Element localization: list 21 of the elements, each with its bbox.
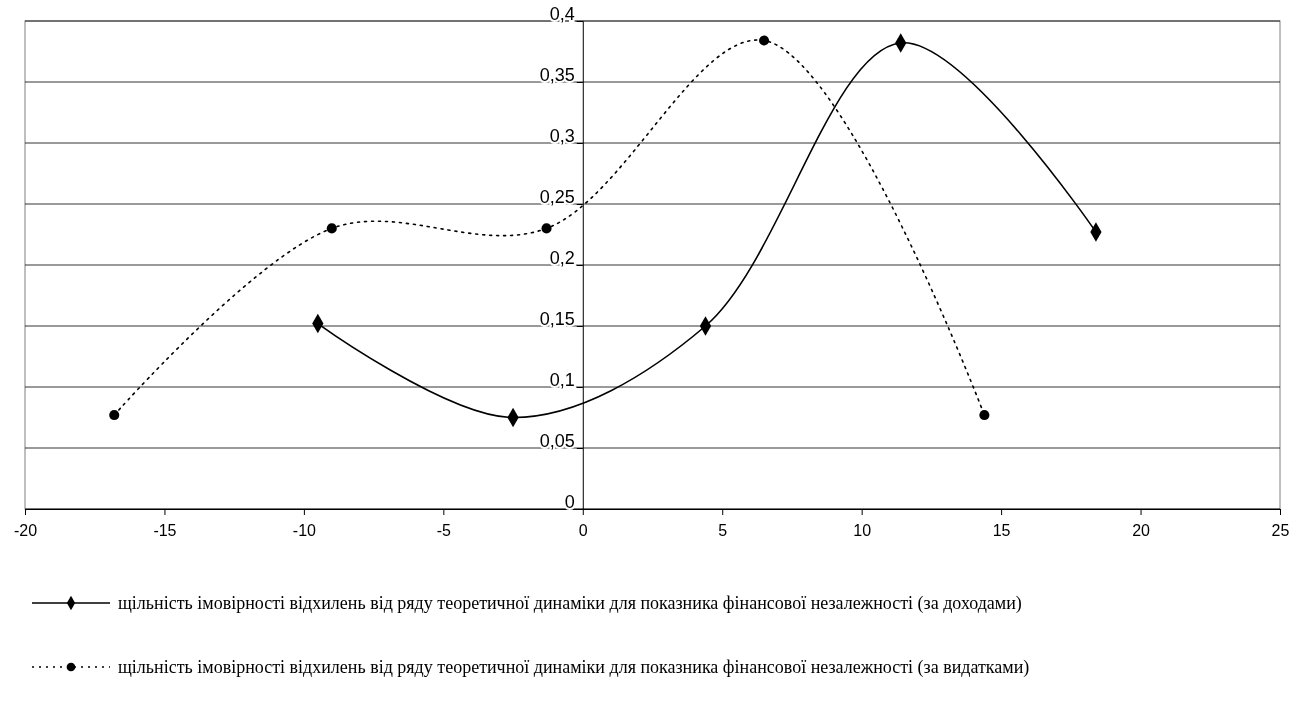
y-tick-label: 0,2 bbox=[549, 247, 575, 268]
x-tick-label: 0 bbox=[578, 522, 588, 540]
y-tick-label: 0 bbox=[564, 491, 575, 512]
y-tick-label: 0,05 bbox=[539, 430, 575, 451]
legend-label: щільність імовірності відхилень від ряду теоретичної динаміки для показника фінансової незалежності (за доходами) bbox=[118, 593, 1022, 614]
x-tick-label: -10 bbox=[292, 522, 317, 540]
legend-label: щільність імовірності відхилень від ряду теоретичної динаміки для показника фінансової незалежності (за видатками) bbox=[118, 657, 1030, 678]
y-tick-label: 0,4 bbox=[549, 3, 575, 24]
x-tick-label: 25 bbox=[1271, 522, 1290, 540]
y-tick-label: 0,35 bbox=[539, 64, 575, 85]
x-tick-label: -20 bbox=[13, 522, 38, 540]
y-tick-label: 0,3 bbox=[549, 125, 575, 146]
x-tick-label: 15 bbox=[992, 522, 1011, 540]
x-tick-label: -5 bbox=[436, 522, 452, 540]
x-tick-label: 5 bbox=[718, 522, 728, 540]
x-tick-label: -15 bbox=[153, 522, 177, 540]
y-tick-label: 0,15 bbox=[539, 308, 575, 329]
x-tick-label: 10 bbox=[853, 522, 872, 540]
x-tick-label: 20 bbox=[1132, 522, 1151, 540]
y-tick-label: 0,25 bbox=[539, 186, 575, 207]
y-tick-label: 0,1 bbox=[549, 369, 575, 390]
